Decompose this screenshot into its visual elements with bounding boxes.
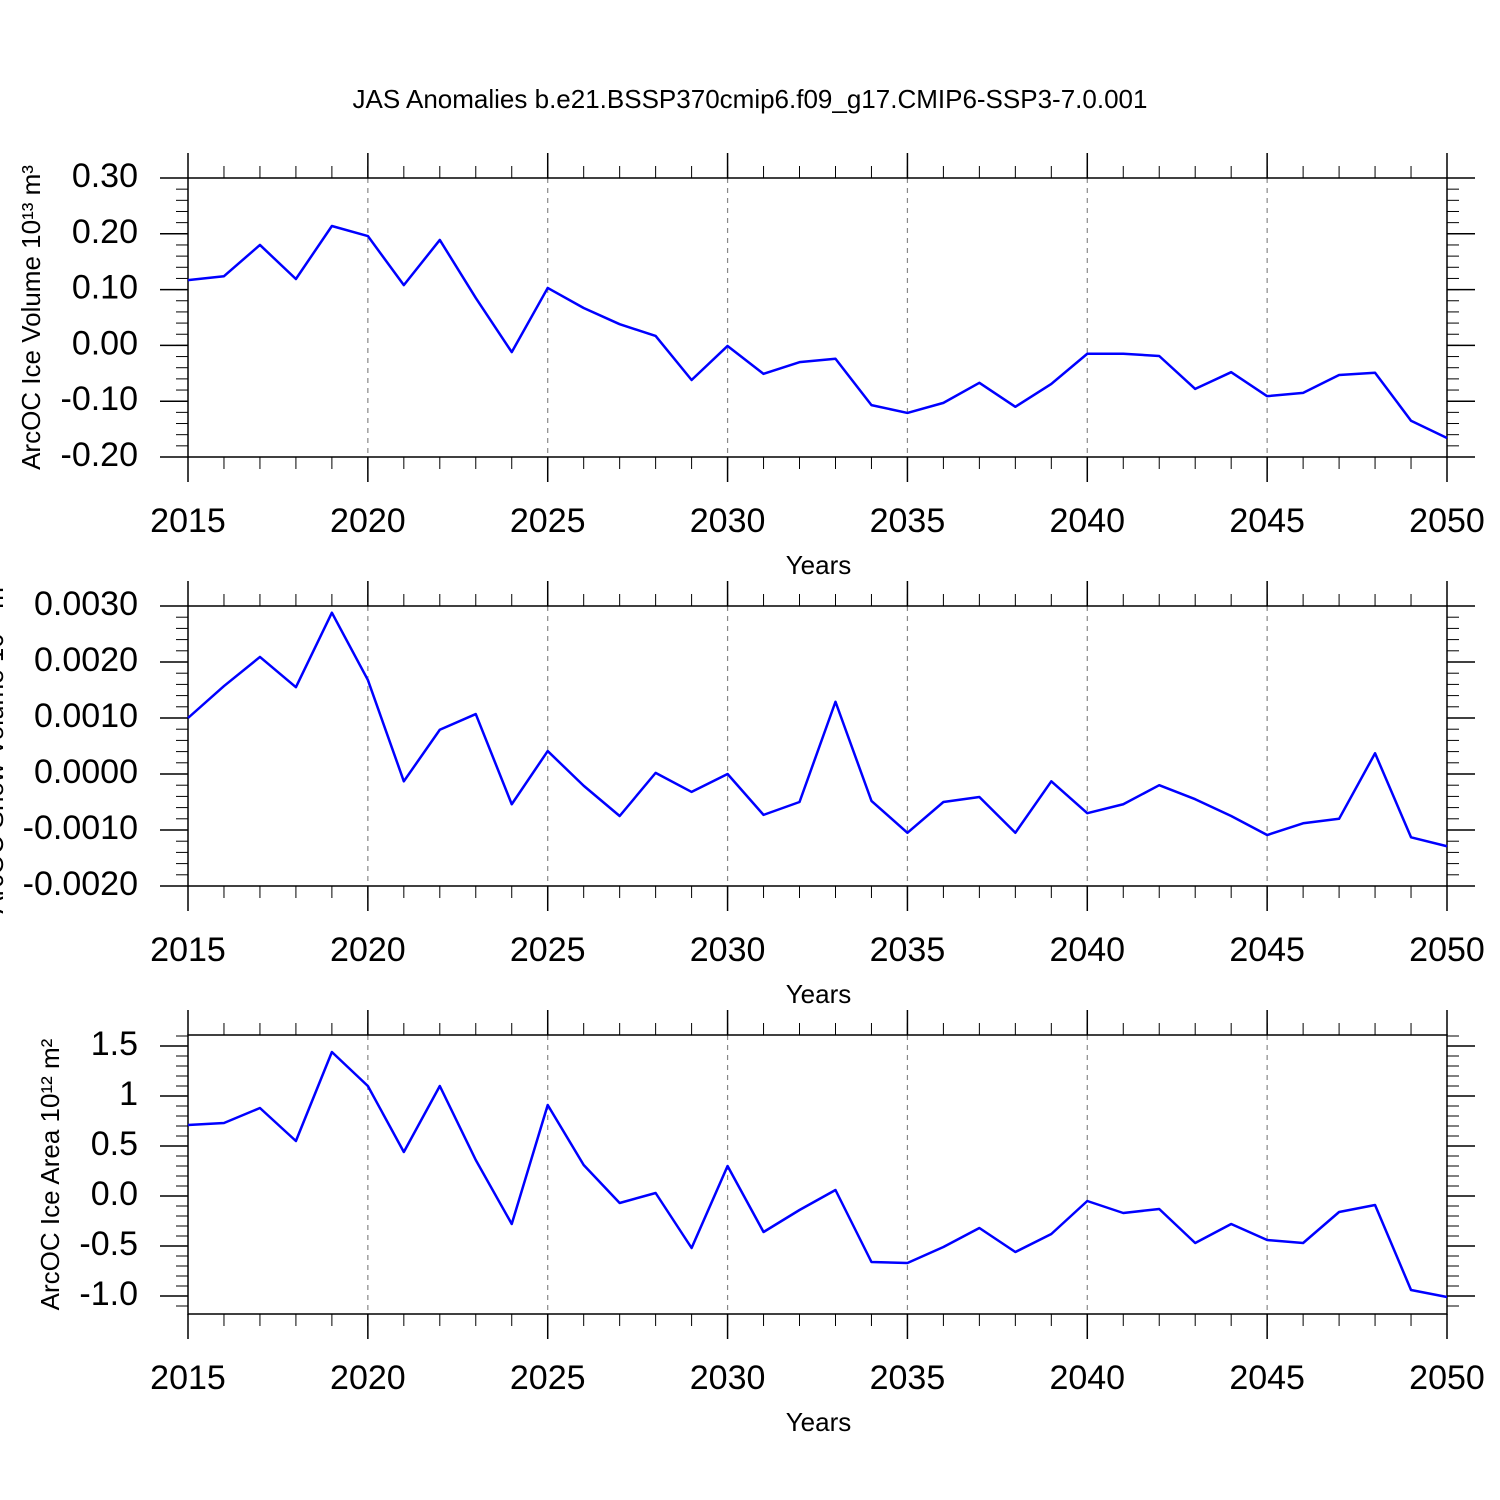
- y-tick-label: 0.0000: [34, 753, 138, 791]
- x-tick-label: 2015: [150, 502, 226, 540]
- x-tick-label: 2030: [690, 1359, 766, 1397]
- x-tick-label: 2025: [510, 1359, 586, 1397]
- y-axis-label: ArcOC Ice Volume 10¹³ m³: [16, 165, 46, 470]
- y-tick-label: 0.0010: [34, 697, 138, 735]
- y-tick-label: -0.10: [61, 380, 139, 418]
- x-tick-label: 2025: [510, 931, 586, 969]
- x-tick-label: 2045: [1229, 502, 1305, 540]
- x-tick-label: 2020: [330, 1359, 406, 1397]
- y-tick-label: 0.0030: [34, 585, 138, 623]
- y-axis-label: ArcOC Snow Volume 10¹³ m³: [0, 578, 9, 914]
- x-tick-label: 2025: [510, 502, 586, 540]
- plot-frame: [187, 1034, 1448, 1315]
- x-tick-label: 2035: [870, 1359, 946, 1397]
- x-tick-label: 2030: [690, 931, 766, 969]
- plot-frame: [187, 605, 1448, 887]
- y-tick-label: -0.0010: [23, 809, 138, 847]
- x-tick-label: 2015: [150, 1359, 226, 1397]
- x-tick-label: 2045: [1229, 1359, 1305, 1397]
- data-line: [187, 224, 1448, 440]
- y-tick-label: 0.0: [91, 1175, 138, 1213]
- y-tick-label: -0.5: [79, 1225, 138, 1263]
- x-axis-label: Years: [786, 979, 852, 1009]
- plot-frame: [187, 177, 1448, 458]
- x-tick-label: 2035: [870, 931, 946, 969]
- y-tick-label: 0.5: [91, 1125, 138, 1163]
- data-line: [187, 611, 1448, 848]
- x-tick-label: 2040: [1049, 502, 1125, 540]
- x-axis-label: Years: [786, 550, 852, 580]
- x-axis-label: Years: [786, 1407, 852, 1437]
- y-tick-label: 1.5: [91, 1025, 138, 1063]
- y-tick-label: -0.20: [61, 436, 139, 474]
- x-tick-label: 2050: [1409, 1359, 1485, 1397]
- y-tick-label: 0.10: [72, 269, 138, 307]
- y-axis-label: ArcOC Ice Area 10¹² m²: [35, 1038, 65, 1310]
- x-tick-label: 2045: [1229, 931, 1305, 969]
- x-tick-label: 2020: [330, 931, 406, 969]
- y-tick-label: -0.0020: [23, 865, 138, 903]
- y-tick-label: 0.00: [72, 324, 138, 362]
- y-tick-label: 1: [119, 1075, 138, 1113]
- x-tick-label: 2050: [1409, 502, 1485, 540]
- y-tick-label: -1.0: [79, 1275, 138, 1313]
- chart-title: JAS Anomalies b.e21.BSSP370cmip6.f09_g17…: [353, 84, 1148, 114]
- x-tick-label: 2015: [150, 931, 226, 969]
- data-line: [187, 1050, 1448, 1299]
- y-tick-label: 0.0020: [34, 641, 138, 679]
- y-tick-label: 0.20: [72, 213, 138, 251]
- x-tick-label: 2050: [1409, 931, 1485, 969]
- x-tick-label: 2030: [690, 502, 766, 540]
- x-tick-label: 2020: [330, 502, 406, 540]
- x-tick-label: 2040: [1049, 931, 1125, 969]
- x-tick-label: 2040: [1049, 1359, 1125, 1397]
- y-tick-label: 0.30: [72, 157, 138, 195]
- x-tick-label: 2035: [870, 502, 946, 540]
